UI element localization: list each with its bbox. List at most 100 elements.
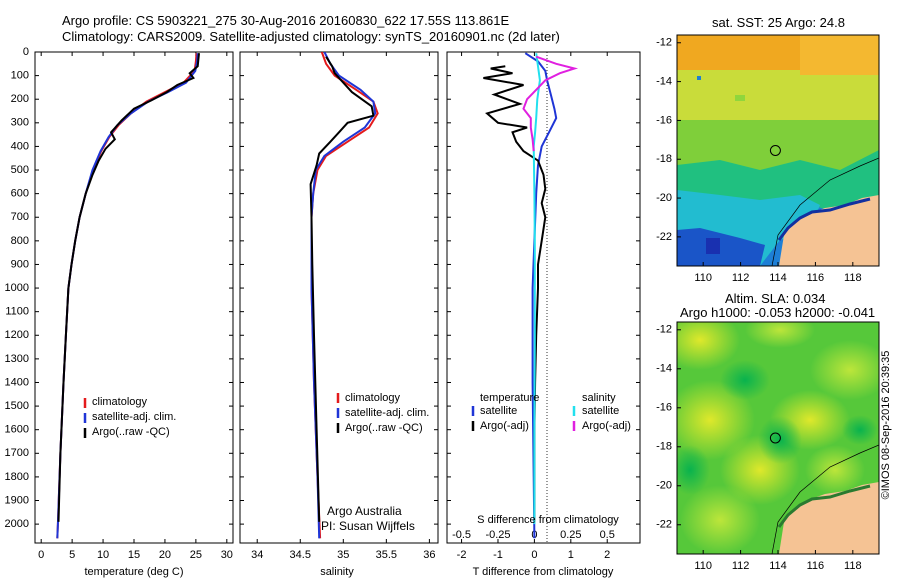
difference-plot-frame xyxy=(446,51,641,544)
x-tick-label: 0 xyxy=(531,549,537,561)
series-line-satellite-adj-clim- xyxy=(56,53,199,539)
lon-tick-label: 110 xyxy=(694,272,712,284)
temperature-xlabel: temperature (deg C) xyxy=(84,566,183,578)
sla-map: 110 112 114 116 118 -12 -14 -16 -18 -20 -22 xyxy=(656,321,880,572)
difference-axes: -2 -1 0 1 2-0.5 -0.25 0 0.25 0.5 xyxy=(447,51,640,561)
y-tick-label: 700 xyxy=(11,211,29,223)
lon-tick-label: 116 xyxy=(807,272,825,284)
temperature-series xyxy=(56,53,200,539)
y-tick-label: 1700 xyxy=(5,447,29,459)
legend-t-argo: Argo(-adj) xyxy=(480,420,529,432)
s-tick-label: 0.5 xyxy=(600,529,615,541)
lon-tick-label: 114 xyxy=(769,272,787,284)
salinity-axes: 34 34.5 35 35.5 36 xyxy=(240,51,438,561)
map2-title: Altim. SLA: 0.034 xyxy=(725,291,826,306)
difference-panel: -2 -1 0 1 2-0.5 -0.25 0 0.25 0.5 T difference fr… xyxy=(446,51,641,578)
legend-satellite-adj: satellite-adj. clim. xyxy=(345,407,429,419)
map1-title: sat. SST: 25 Argo: 24.8 xyxy=(712,15,845,30)
y-tick-label: 1200 xyxy=(5,329,29,341)
salinity-xlabel: salinity xyxy=(320,566,354,578)
series-line-satellite xyxy=(524,52,558,539)
lat-tick-label: -18 xyxy=(656,153,672,165)
legend-climatology: climatology xyxy=(345,392,401,404)
series-line-salinity-argo-adj- xyxy=(522,55,579,152)
y-tick-label: 800 xyxy=(11,235,29,247)
lon-tick-label: 118 xyxy=(844,560,862,572)
argo-location-marker xyxy=(769,432,781,444)
y-tick-label: 300 xyxy=(11,117,29,129)
x-tick-label: 10 xyxy=(97,549,109,561)
x-tick-label: 36 xyxy=(423,549,435,561)
legend-satellite-adj: satellite-adj. clim. xyxy=(92,411,176,423)
lat-tick-label: -14 xyxy=(656,75,672,87)
lat-tick-label: -20 xyxy=(656,480,672,492)
y-tick-label: 600 xyxy=(11,188,29,200)
figure-title-line2: Climatology: CARS2009. Satellite-adjuste… xyxy=(62,29,560,44)
map2-subtitle: Argo h1000: -0.053 h2000: -0.041 xyxy=(680,305,876,320)
temperature-legend: climatology satellite-adj. clim. Argo(..… xyxy=(83,396,176,438)
y-tick-label: 2000 xyxy=(5,518,29,530)
s-tick-label: 0.25 xyxy=(560,529,581,541)
y-tick-label: 1600 xyxy=(5,424,29,436)
series-line-argo-adj- xyxy=(483,65,547,522)
depth-axis: 0 5 10 15 20 25 300100200300400500600700800900… xyxy=(5,46,233,561)
figure-title-line1: Argo profile: CS 5903221_275 30-Aug-2016… xyxy=(62,13,510,28)
salinity-plot-frame xyxy=(239,51,439,544)
s-tick-label: -0.25 xyxy=(485,529,510,541)
legend-salinity-heading: salinity xyxy=(582,392,616,404)
lon-tick-label: 116 xyxy=(807,560,825,572)
series-line-climatology xyxy=(56,53,198,539)
y-tick-label: 900 xyxy=(11,258,29,270)
series-line-salinity-satellite xyxy=(532,53,541,525)
y-tick-label: 1000 xyxy=(5,282,29,294)
y-tick-label: 1500 xyxy=(5,400,29,412)
temperature-panel: 0 5 10 15 20 25 300100200300400500600700800900… xyxy=(5,46,234,578)
y-tick-label: 0 xyxy=(23,46,29,58)
x-tick-label: 20 xyxy=(159,549,171,561)
x-tick-label: 5 xyxy=(69,549,75,561)
legend-argo: Argo(..raw -QC) xyxy=(92,426,170,438)
series-line-argo-raw-qc- xyxy=(309,56,375,522)
x-tick-label: 34 xyxy=(251,549,263,561)
y-tick-label: 500 xyxy=(11,164,29,176)
y-tick-label: 1900 xyxy=(5,494,29,506)
y-tick-label: 100 xyxy=(11,70,29,82)
lon-tick-label: 112 xyxy=(732,272,750,284)
pi-label: PI: Susan Wijffels xyxy=(321,519,415,533)
difference-series xyxy=(483,52,579,539)
x-tick-label: 2 xyxy=(604,549,610,561)
legend-s-satellite: satellite xyxy=(582,405,619,417)
lon-tick-label: 110 xyxy=(694,560,712,572)
legend-temperature-heading: temperature xyxy=(480,392,539,404)
argo-australia-label: Argo Australia xyxy=(327,504,402,518)
y-tick-label: 200 xyxy=(11,93,29,105)
salinity-panel: 34 34.5 35 35.5 36 salinity climatology sate… xyxy=(239,51,439,578)
lat-tick-label: -16 xyxy=(656,402,672,414)
x-tick-label: 34.5 xyxy=(290,549,311,561)
y-tick-label: 400 xyxy=(11,140,29,152)
salinity-legend: climatology satellite-adj. clim. Argo(..… xyxy=(336,392,429,434)
lat-tick-label: -12 xyxy=(656,324,672,336)
t-difference-xlabel: T difference from climatology xyxy=(473,566,614,578)
series-line-satellite-adj-clim- xyxy=(310,52,377,539)
y-tick-label: 1400 xyxy=(5,376,29,388)
legend-climatology: climatology xyxy=(92,396,148,408)
lat-tick-label: -18 xyxy=(656,441,672,453)
y-tick-label: 1300 xyxy=(5,353,29,365)
x-tick-label: 25 xyxy=(190,549,202,561)
sst-map-axes: 110 112 114 116 118 -12 -14 -16 -18 -20 -22 xyxy=(656,37,861,284)
lon-tick-label: 114 xyxy=(769,560,787,572)
legend-argo: Argo(..raw -QC) xyxy=(345,422,423,434)
x-tick-label: 15 xyxy=(128,549,140,561)
series-line-argo-raw-qc- xyxy=(57,53,200,522)
s-tick-label: -0.5 xyxy=(452,529,471,541)
legend-t-satellite: satellite xyxy=(480,405,517,417)
s-difference-xlabel: S difference from climatology xyxy=(477,514,619,526)
argo-location-marker xyxy=(769,145,781,156)
x-tick-label: -2 xyxy=(457,549,467,561)
x-tick-label: 35 xyxy=(337,549,349,561)
lat-tick-label: -12 xyxy=(656,37,672,49)
temperature-plot-frame xyxy=(34,51,234,544)
lat-tick-label: -22 xyxy=(656,519,672,531)
